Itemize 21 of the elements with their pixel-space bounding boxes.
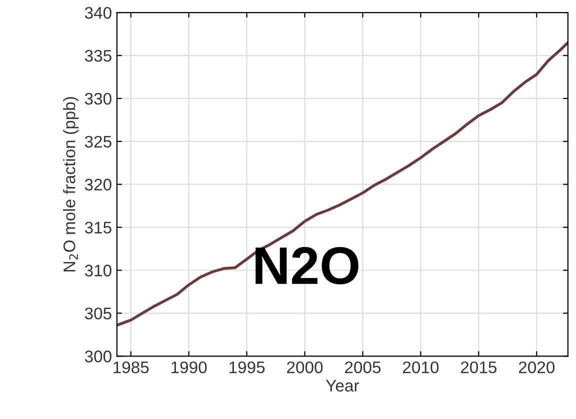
x-tick-label: 1990 — [172, 361, 207, 374]
y-tick-label: 330 — [84, 92, 112, 105]
x-tick-label: 2015 — [460, 361, 497, 374]
y-tick-label: 310 — [84, 264, 112, 276]
y-tick-label: 340 — [84, 6, 112, 19]
y-axis-title: N$_{2}$O mole fraction (ppb) — [63, 97, 79, 272]
x-tick-label: 2005 — [345, 361, 381, 374]
x-tick-label: 1985 — [114, 361, 149, 374]
line-series — [116, 41, 568, 327]
annotation: N2O — [256, 247, 358, 284]
y-tick-label: 300 — [84, 350, 112, 362]
y-tick-label: 320 — [84, 178, 112, 191]
y-tick-label: 305 — [84, 308, 112, 320]
x-axis-title: Year — [326, 380, 359, 392]
y-tick-label: 315 — [84, 222, 112, 234]
x-tick-label: 2020 — [518, 361, 555, 374]
y-tick-label: 325 — [84, 136, 112, 148]
x-tick-label: 1995 — [230, 361, 265, 374]
y-tick-label: 335 — [84, 50, 112, 62]
x-tick-label: 2000 — [287, 361, 323, 374]
x-tick-label: 2010 — [402, 361, 439, 374]
